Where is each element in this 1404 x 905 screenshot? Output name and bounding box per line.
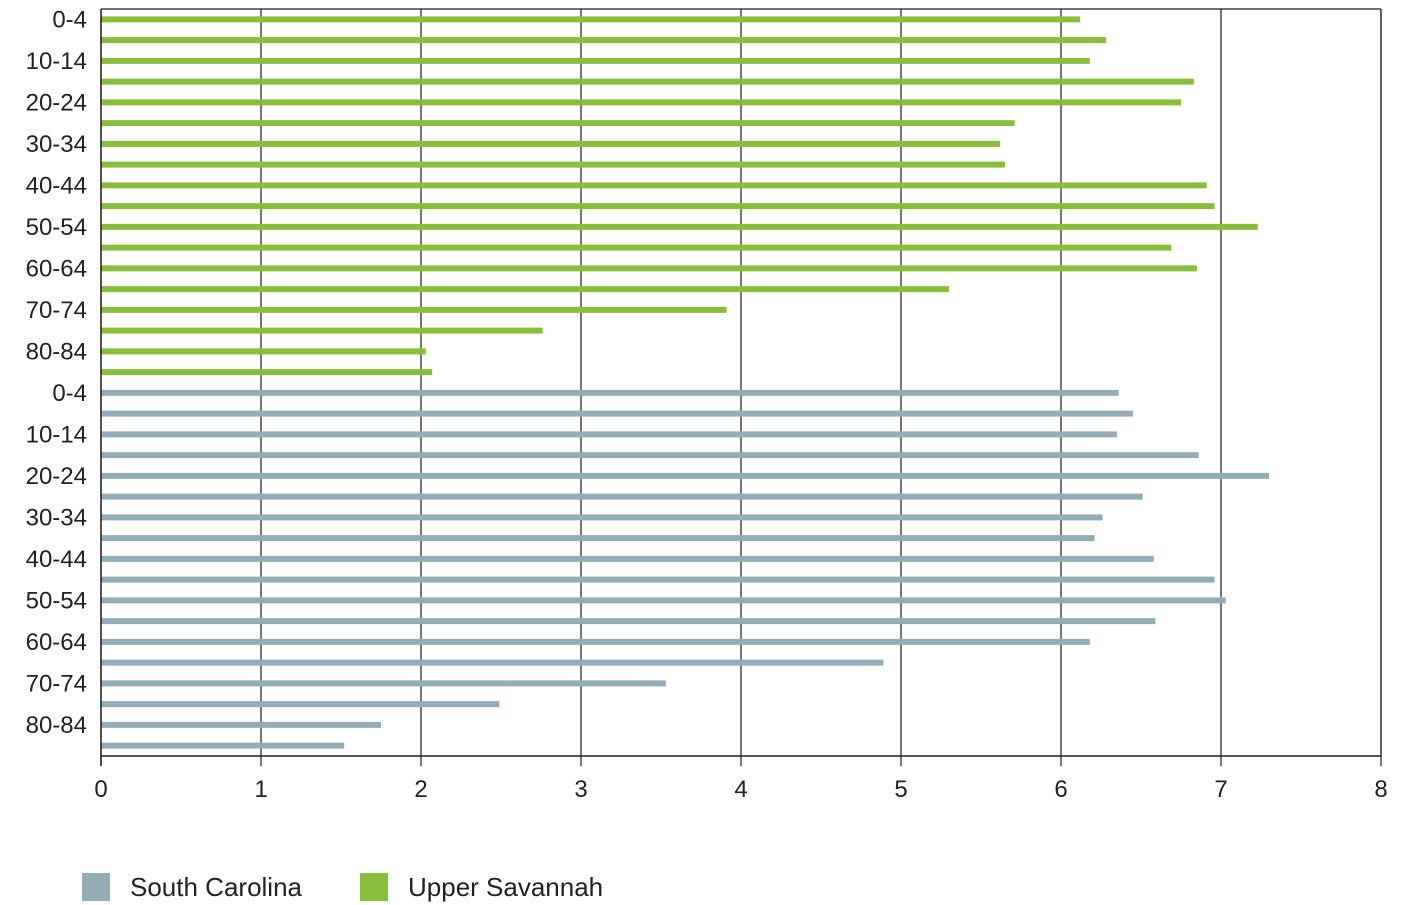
y-tick-label: 60-64 [26,629,87,656]
y-tick-label: 70-74 [26,297,87,324]
gridlines [260,9,1382,756]
y-tick-label: 0-4 [52,380,87,407]
y-tick-label: 20-24 [26,89,87,116]
legend: South Carolina Upper Savannah [82,869,661,905]
bar-upper-savannah [101,327,543,334]
x-tick-label: 3 [574,776,587,803]
y-tick-label: 10-14 [26,421,87,448]
bar-south-carolina [101,659,884,666]
bar-upper-savannah [101,78,1194,85]
y-tick-label: 30-34 [26,131,87,158]
x-tick-label: 7 [1214,776,1227,803]
bar-upper-savannah [101,161,1005,168]
bar-upper-savannah [101,286,949,293]
bar-upper-savannah [101,369,433,376]
bar-south-carolina [101,452,1199,459]
bar-upper-savannah [101,182,1207,189]
bar-upper-savannah [101,140,1001,147]
bar-upper-savannah [101,57,1090,64]
y-tick-label: 10-14 [26,48,87,75]
bar-south-carolina [101,472,1269,479]
x-tick-label: 1 [254,776,267,803]
bar-south-carolina [101,535,1095,542]
bars [101,16,1269,749]
bar-south-carolina [101,680,666,687]
x-tick-label: 5 [894,776,907,803]
y-tick-label: 40-44 [26,172,87,199]
bar-south-carolina [101,638,1090,645]
bar-south-carolina [101,597,1226,604]
bar-upper-savannah [101,16,1081,23]
y-tick-label: 50-54 [26,214,87,241]
bar-south-carolina [101,576,1215,583]
bar-upper-savannah [101,244,1172,251]
y-tick-label: 20-24 [26,463,87,490]
bar-chart: 0-410-1420-2430-3440-4450-5460-6470-7480… [26,6,1388,803]
x-tick-label: 2 [414,776,427,803]
x-axis-labels: 0 1 2 3 4 5 6 7 8 [94,776,1387,803]
legend-label-south-carolina: South Carolina [130,871,302,902]
bar-upper-savannah [101,348,426,355]
bar-south-carolina [101,389,1119,396]
bar-upper-savannah [101,120,1015,127]
bar-upper-savannah [101,99,1181,106]
y-tick-label: 70-74 [26,670,87,697]
bar-south-carolina [101,555,1154,562]
y-tick-label: 50-54 [26,587,87,614]
bar-south-carolina [101,618,1156,625]
y-tick-label: 60-64 [26,255,87,282]
y-tick-label: 0-4 [52,6,87,33]
bar-upper-savannah [101,37,1106,44]
legend-swatch-upper-savannah [360,873,388,901]
x-tick-label: 8 [1374,776,1387,803]
axes [100,8,1382,766]
x-tick-label: 0 [94,776,107,803]
x-tick-label: 4 [734,776,747,803]
bar-upper-savannah [101,203,1215,210]
bar-south-carolina [101,742,345,749]
bar-upper-savannah [101,306,727,313]
legend-item-south-carolina: South Carolina [82,872,302,903]
bar-south-carolina [101,410,1133,417]
bar-south-carolina [101,721,381,728]
bar-upper-savannah [101,265,1197,272]
y-tick-label: 80-84 [26,338,87,365]
bar-south-carolina [101,493,1143,500]
legend-swatch-south-carolina [82,873,110,901]
bar-south-carolina [101,701,500,708]
y-tick-label: 40-44 [26,546,87,573]
y-tick-label: 80-84 [26,712,87,739]
x-tick-label: 6 [1054,776,1067,803]
legend-item-upper-savannah: Upper Savannah [360,872,603,903]
bar-upper-savannah [101,223,1258,230]
y-tick-label: 30-34 [26,504,87,531]
y-axis-labels: 0-4 10-14 20-24 30-34 40-44 50-54 60-64 70-74 80… [26,6,87,739]
legend-label-upper-savannah: Upper Savannah [408,871,604,902]
bar-south-carolina [101,514,1103,521]
bar-south-carolina [101,431,1117,438]
